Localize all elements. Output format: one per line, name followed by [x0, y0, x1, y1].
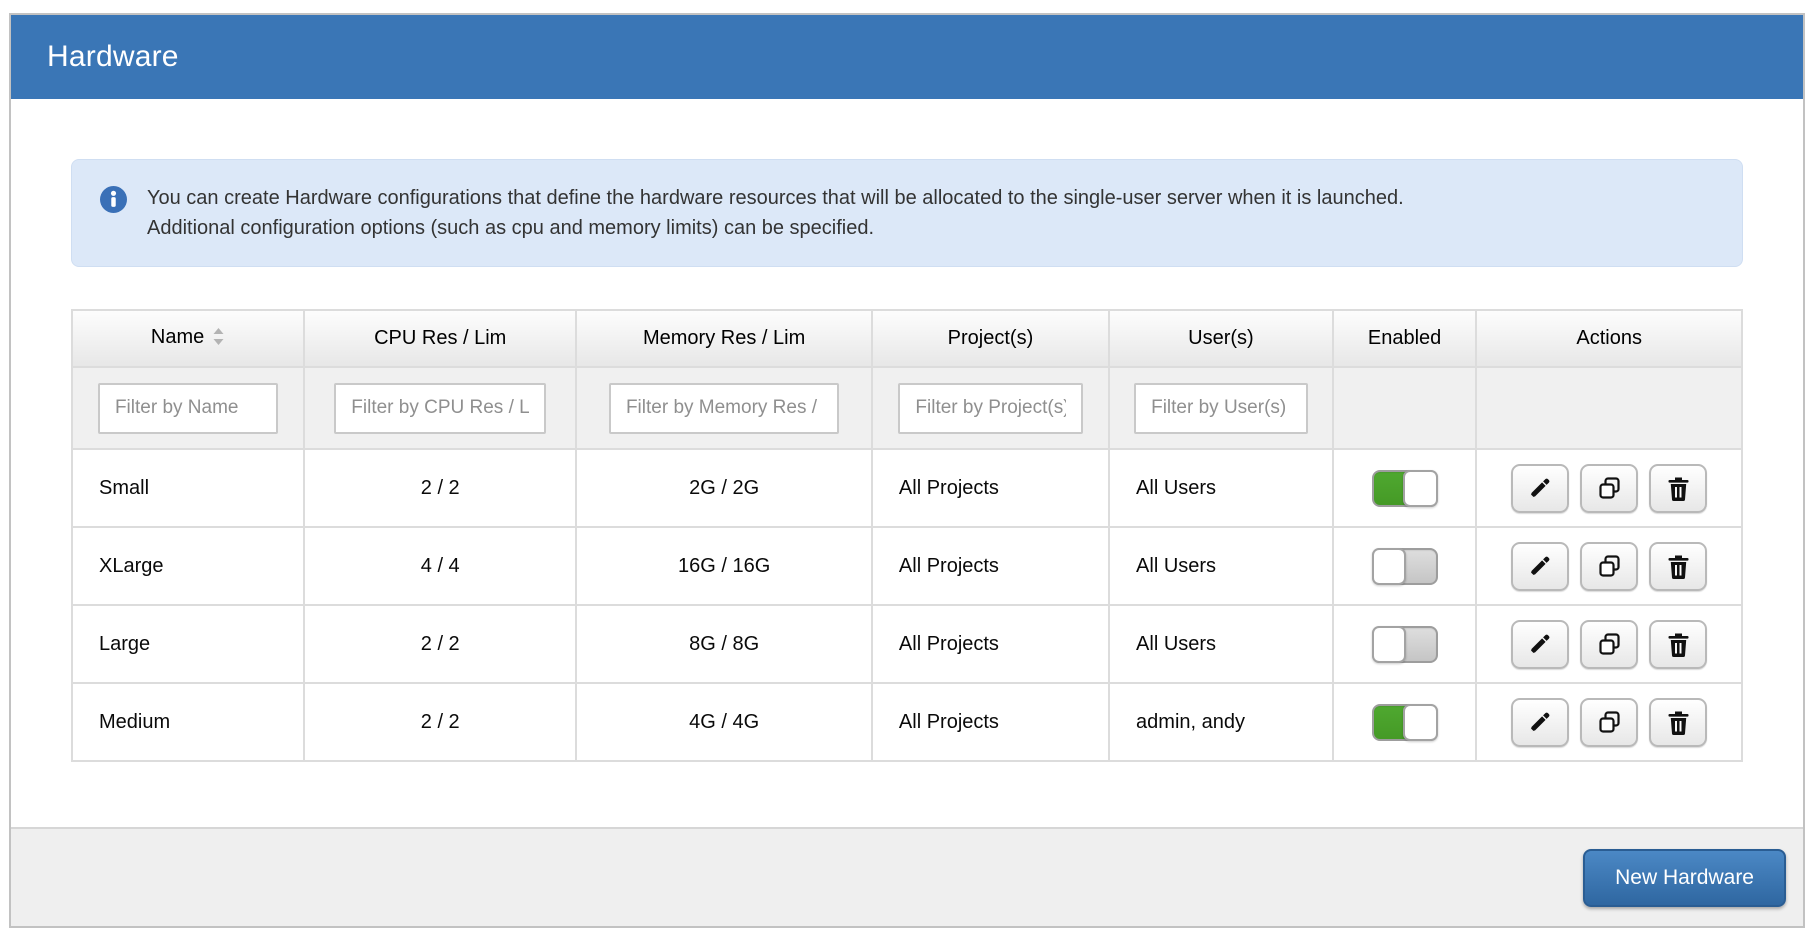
name-cell: Medium [70, 682, 306, 762]
filter-users-input[interactable] [1134, 382, 1308, 434]
enabled-toggle[interactable] [1371, 469, 1438, 507]
actions-group [1511, 541, 1708, 591]
actions-cell [1475, 604, 1743, 684]
enabled-cell [1331, 604, 1478, 684]
column-header-name[interactable]: Name [70, 309, 306, 368]
filter-enabled-empty-cell [1331, 366, 1478, 450]
edit-button[interactable] [1511, 463, 1570, 513]
users-cell: All Users [1108, 448, 1334, 528]
trash-icon [1668, 711, 1689, 735]
column-header-cpu: CPU Res / Lim [303, 309, 578, 368]
enabled-cell [1331, 526, 1478, 606]
edit-button[interactable] [1511, 619, 1570, 669]
copy-button[interactable] [1580, 697, 1639, 747]
pencil-icon [1530, 478, 1550, 498]
column-header-enabled: Enabled [1331, 309, 1478, 368]
actions-group [1511, 619, 1708, 669]
actions-cell [1475, 448, 1743, 528]
toggle-knob [1371, 625, 1407, 663]
table-row: Medium 2 / 2 4G / 4G All Projects admin,… [70, 682, 1743, 762]
actions-group [1511, 463, 1708, 513]
name-cell: Small [70, 448, 306, 528]
copy-icon [1599, 632, 1620, 655]
actions-group [1511, 697, 1708, 747]
toggle-knob [1402, 469, 1438, 507]
pencil-icon [1530, 634, 1550, 654]
filter-cpu-input[interactable] [334, 382, 547, 434]
pencil-icon [1530, 712, 1550, 732]
table-row: Large 2 / 2 8G / 8G All Projects All Use… [70, 604, 1743, 684]
enabled-toggle[interactable] [1371, 547, 1438, 585]
copy-button[interactable] [1580, 619, 1639, 669]
memory-cell: 2G / 2G [575, 448, 873, 528]
panel-body: You can create Hardware configurations t… [11, 99, 1803, 827]
table-row: XLarge 4 / 4 16G / 16G All Projects All … [70, 526, 1743, 606]
name-cell: XLarge [70, 526, 306, 606]
memory-cell: 4G / 4G [575, 682, 873, 762]
toggle-knob [1402, 703, 1438, 741]
enabled-toggle[interactable] [1371, 703, 1438, 741]
column-header-users: User(s) [1108, 309, 1334, 368]
filter-actions-empty-cell [1475, 366, 1743, 450]
users-cell: admin, andy [1108, 682, 1334, 762]
panel-footer: New Hardware [11, 827, 1803, 926]
header-row: Name CPU Res / Lim Memory Res / Lim Proj… [70, 309, 1743, 368]
trash-icon [1668, 477, 1689, 501]
filter-name-input[interactable] [97, 382, 279, 434]
cpu-cell: 2 / 2 [303, 448, 578, 528]
filter-row [70, 366, 1743, 450]
copy-icon [1599, 554, 1620, 577]
copy-icon [1599, 476, 1620, 499]
trash-icon [1668, 555, 1689, 579]
projects-cell: All Projects [870, 604, 1111, 684]
trash-icon [1668, 633, 1689, 657]
enabled-cell [1331, 448, 1478, 528]
delete-button[interactable] [1649, 697, 1708, 747]
projects-cell: All Projects [870, 682, 1111, 762]
memory-cell: 16G / 16G [575, 526, 873, 606]
hardware-table: Name CPU Res / Lim Memory Res / Lim Proj… [70, 309, 1743, 762]
copy-icon [1599, 710, 1620, 733]
projects-cell: All Projects [870, 526, 1111, 606]
column-header-name-label: Name [150, 326, 205, 348]
table-row: Small 2 / 2 2G / 2G All Projects All Use… [70, 448, 1743, 528]
actions-cell [1475, 682, 1743, 762]
copy-button[interactable] [1580, 463, 1639, 513]
users-cell: All Users [1108, 604, 1334, 684]
hardware-panel: Hardware You can create Hardware configu… [9, 13, 1805, 928]
edit-button[interactable] [1511, 541, 1570, 591]
column-header-projects: Project(s) [870, 309, 1111, 368]
column-header-actions: Actions [1475, 309, 1743, 368]
name-cell: Large [70, 604, 306, 684]
filter-memory-input[interactable] [608, 382, 840, 434]
info-alert: You can create Hardware configurations t… [71, 159, 1743, 267]
enabled-toggle[interactable] [1371, 625, 1438, 663]
toggle-knob [1371, 547, 1407, 585]
info-alert-text: You can create Hardware configurations t… [147, 187, 1404, 239]
actions-cell [1475, 526, 1743, 606]
info-circle-icon [100, 183, 127, 218]
memory-cell: 8G / 8G [575, 604, 873, 684]
sort-icon [212, 328, 225, 351]
pencil-icon [1530, 556, 1550, 576]
users-cell: All Users [1108, 526, 1334, 606]
column-header-memory: Memory Res / Lim [575, 309, 873, 368]
cpu-cell: 4 / 4 [303, 526, 578, 606]
copy-button[interactable] [1580, 541, 1639, 591]
projects-cell: All Projects [870, 448, 1111, 528]
delete-button[interactable] [1649, 619, 1708, 669]
delete-button[interactable] [1649, 541, 1708, 591]
cpu-cell: 2 / 2 [303, 604, 578, 684]
filter-projects-input[interactable] [898, 382, 1083, 434]
page-title: Hardware [47, 40, 179, 73]
delete-button[interactable] [1649, 463, 1708, 513]
new-hardware-button[interactable]: New Hardware [1583, 848, 1786, 907]
edit-button[interactable] [1511, 697, 1570, 747]
panel-heading: Hardware [11, 15, 1803, 99]
enabled-cell [1331, 682, 1478, 762]
cpu-cell: 2 / 2 [303, 682, 578, 762]
table-body: Small 2 / 2 2G / 2G All Projects All Use… [70, 448, 1743, 762]
